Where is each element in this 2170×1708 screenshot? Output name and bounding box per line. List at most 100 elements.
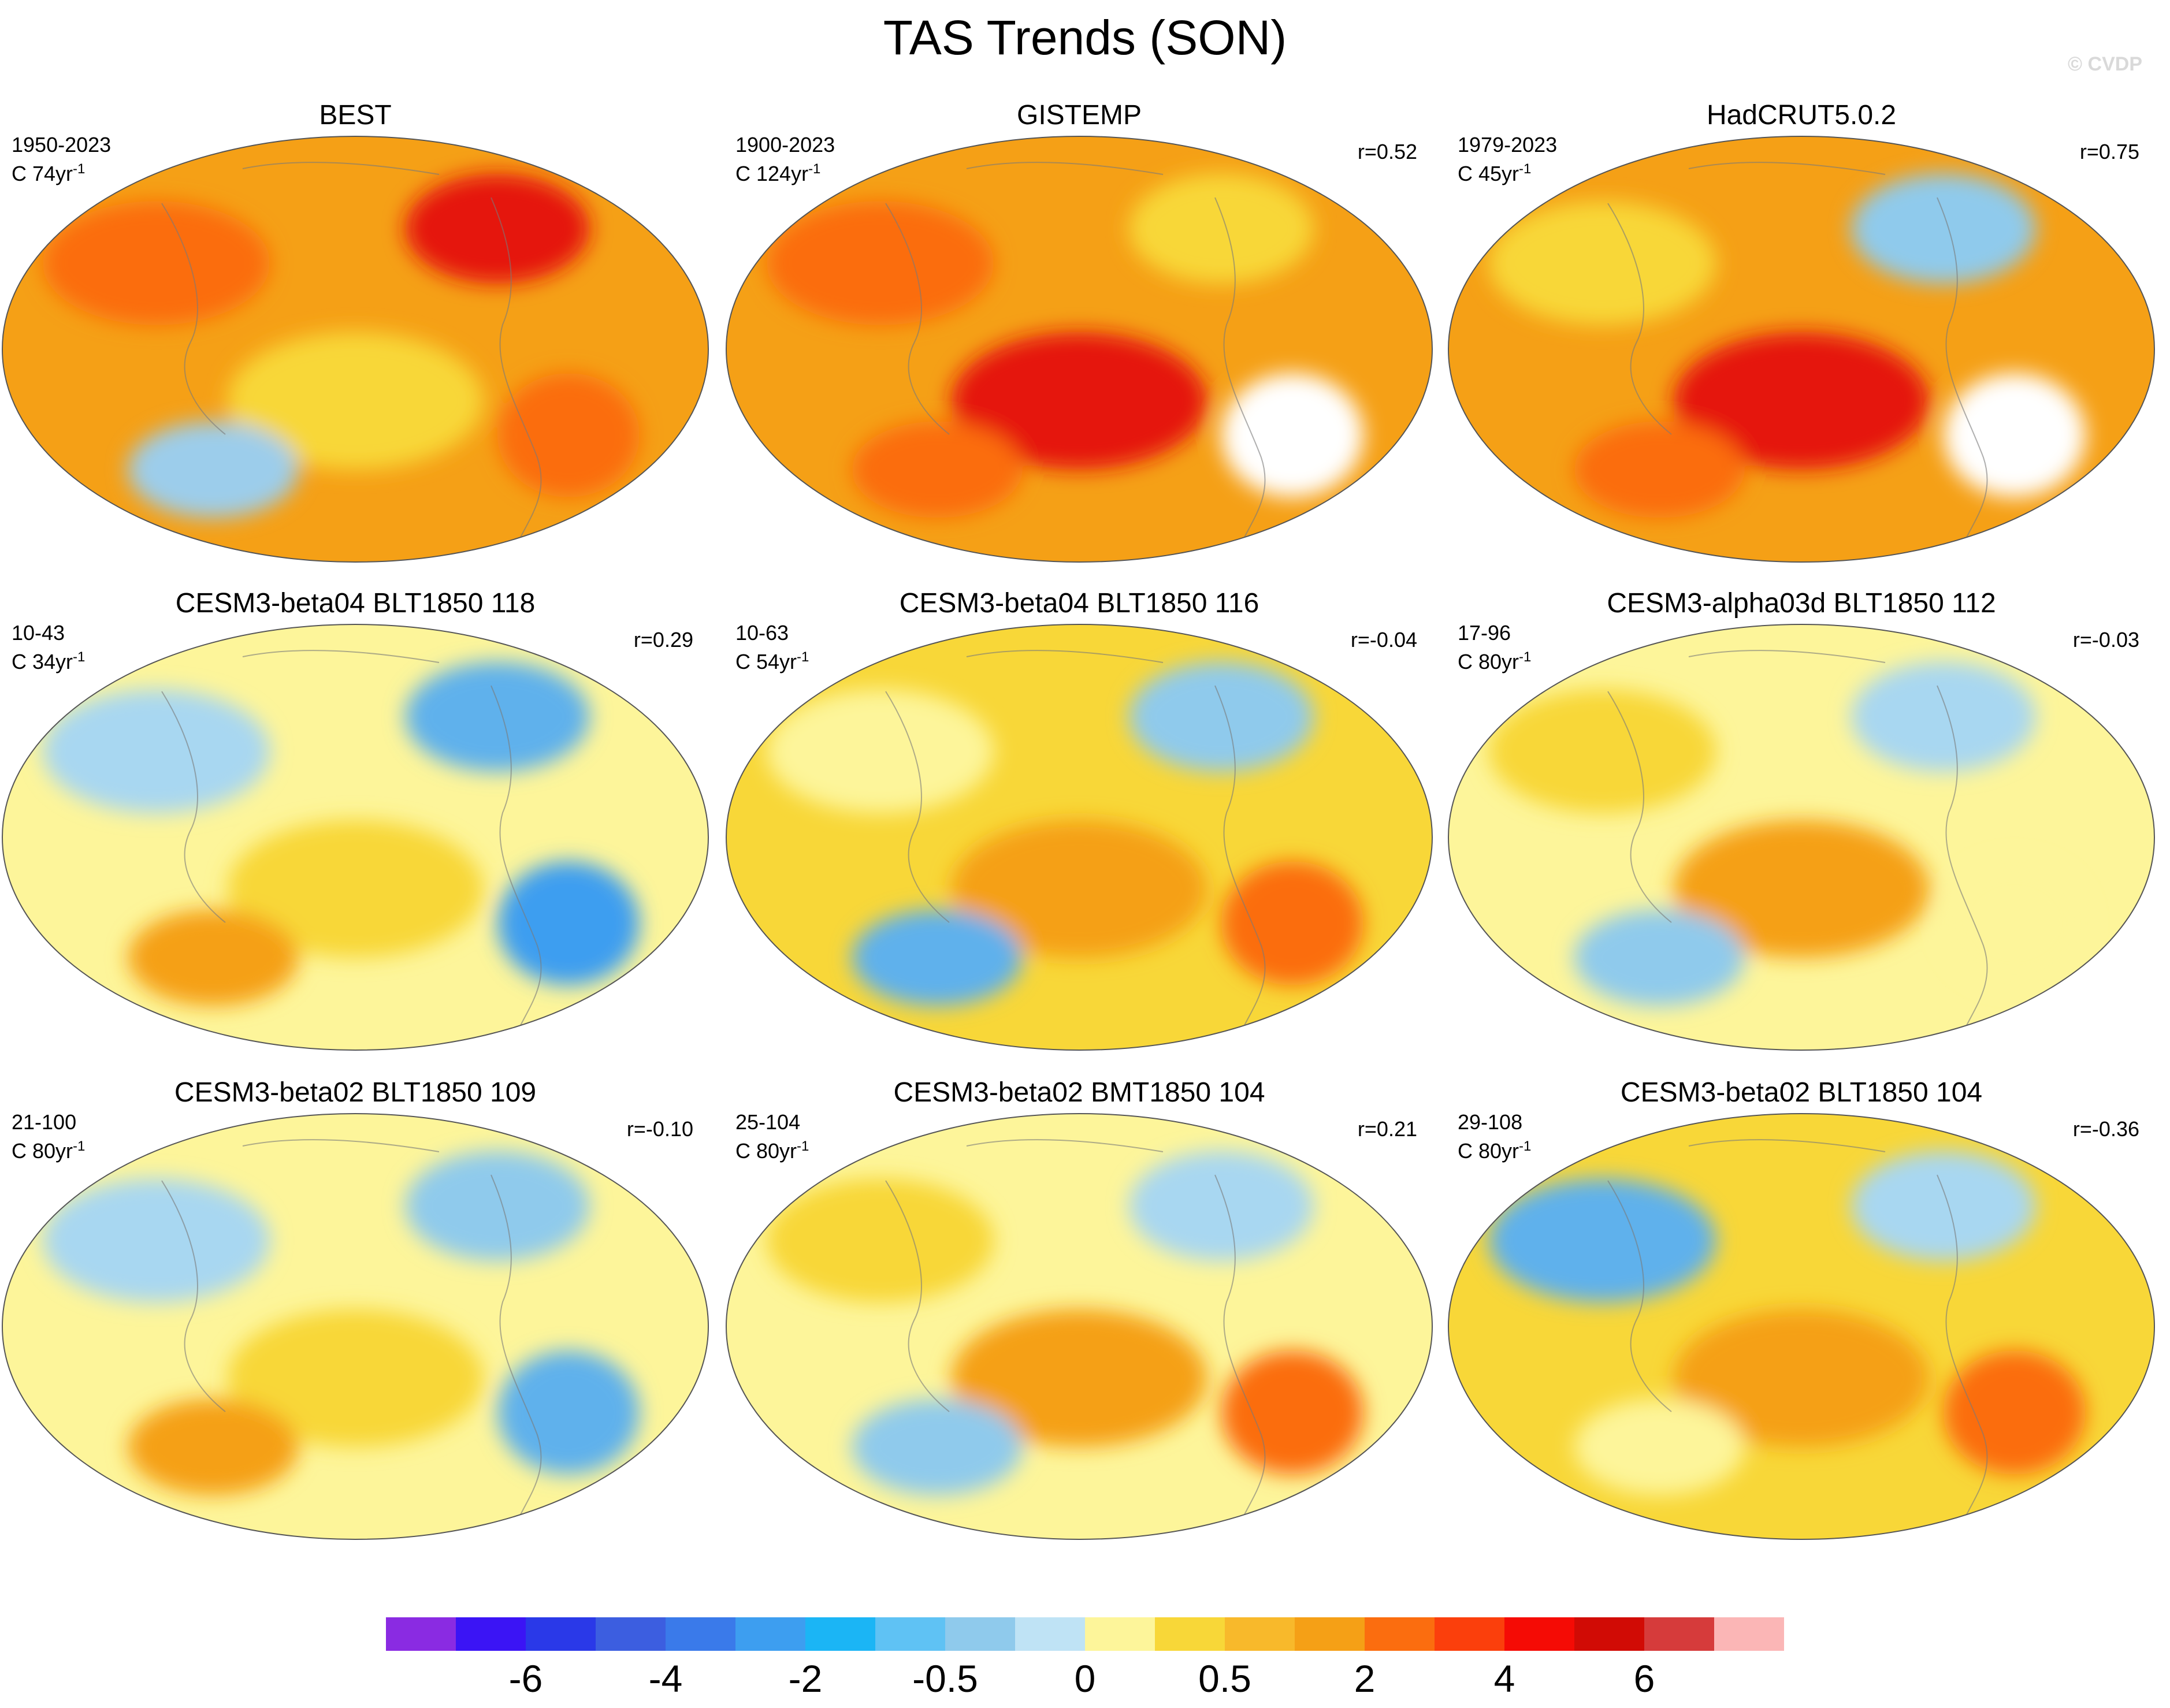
panel-correlation: r=-0.03 — [2072, 628, 2139, 652]
panel-title: CESM3-beta02 BMT1850 104 — [893, 1077, 1265, 1108]
map-outline — [726, 624, 1433, 1051]
map-outline — [2, 1113, 709, 1540]
map-region — [1673, 1309, 1930, 1447]
map-outline — [1448, 1113, 2155, 1540]
coastline — [161, 162, 542, 539]
colorbar-swatch — [386, 1617, 456, 1651]
panel-title: CESM3-beta02 BLT1850 109 — [174, 1077, 537, 1108]
map-region — [1673, 332, 1930, 470]
panel-trend-units: C 45yr-1 — [1458, 161, 1532, 185]
map-region — [497, 861, 640, 985]
panel-period: 1950-2023 — [12, 133, 112, 157]
map-region — [227, 332, 484, 470]
coastline — [885, 650, 1266, 1027]
panel-period: 1979-2023 — [1458, 133, 1558, 157]
global-map — [1448, 624, 2155, 1051]
panel-period: 10-63 — [735, 621, 789, 645]
panel-correlation: r=-0.36 — [2072, 1117, 2139, 1141]
panel-trend-units: C 80yr-1 — [12, 1138, 86, 1163]
coastline — [1607, 162, 1988, 539]
global-map — [726, 136, 1433, 563]
global-map — [2, 136, 709, 563]
map-region — [227, 1309, 484, 1447]
colorbar-label: -4 — [648, 1657, 683, 1700]
colorbar-label: 0.5 — [1198, 1657, 1251, 1700]
colorbar-swatch — [1295, 1617, 1365, 1651]
map-region — [42, 1178, 270, 1303]
map-region — [1221, 1350, 1363, 1475]
coastline — [1607, 1139, 1988, 1516]
global-map — [2, 1113, 709, 1540]
colorbar-swatch — [1644, 1617, 1714, 1651]
map-region — [1221, 373, 1363, 497]
map-outline — [726, 1113, 1433, 1540]
colorbar-swatch — [1015, 1617, 1085, 1651]
map-region — [1944, 861, 2086, 985]
map-region — [852, 909, 1023, 1006]
map-region — [951, 820, 1207, 958]
colorbar — [386, 1617, 1784, 1651]
colorbar-swatch — [1225, 1617, 1295, 1651]
map-region — [951, 1309, 1207, 1447]
map-region — [1574, 1398, 1745, 1495]
panel-period: 29-108 — [1458, 1110, 1523, 1134]
map-region — [405, 1151, 590, 1262]
panel-correlation: r=0.52 — [1357, 140, 1417, 163]
map-panel: CESM3-beta04 BLT1850 118 10-43 C 34yr-1 r=0… — [0, 586, 711, 1051]
colorbar-label: -0.5 — [912, 1657, 978, 1700]
map-outline — [726, 136, 1433, 563]
coastline — [161, 1139, 542, 1516]
panel-period: 25-104 — [735, 1110, 801, 1134]
colorbar-swatch — [875, 1617, 945, 1651]
colorbar-label: 2 — [1354, 1657, 1376, 1700]
map-region — [128, 909, 299, 1006]
colorbar-swatch — [735, 1617, 805, 1651]
map-panel: BEST 1950-2023 C 74yr-1 — [0, 98, 711, 563]
colorbar-swatch — [1365, 1617, 1435, 1651]
panel-correlation: r=-0.10 — [626, 1117, 693, 1141]
map-panel: CESM3-alpha03d BLT1850 112 17-96 C 80yr-1 r… — [1446, 586, 2157, 1051]
panel-title: CESM3-beta02 BLT1850 104 — [1620, 1077, 1983, 1108]
panel-period: 21-100 — [12, 1110, 77, 1134]
map-region — [497, 373, 640, 497]
panel-trend-units: C 80yr-1 — [1458, 649, 1532, 673]
colorbar-swatch — [945, 1617, 1015, 1651]
colorbar-label: -2 — [788, 1657, 823, 1700]
panel-title: CESM3-alpha03d BLT1850 112 — [1607, 588, 1996, 619]
global-map — [2, 624, 709, 1051]
global-map — [1448, 1113, 2155, 1540]
panel-title: CESM3-beta04 BLT1850 116 — [899, 588, 1259, 619]
panel-trend-units: C 74yr-1 — [12, 161, 86, 185]
map-panel: GISTEMP 1900-2023 C 124yr-1 r=0.52 — [724, 98, 1435, 563]
map-region — [1129, 661, 1314, 772]
map-panel: CESM3-beta02 BMT1850 104 25-104 C 80yr-1 r=… — [724, 1076, 1435, 1540]
map-panel: HadCRUT5.0.2 1979-2023 C 45yr-1 r=0.75 — [1446, 98, 2157, 563]
map-region — [497, 1350, 640, 1475]
map-region — [128, 421, 299, 518]
map-region — [1944, 1350, 2086, 1475]
colorbar-swatch — [666, 1617, 735, 1651]
map-region — [405, 173, 590, 284]
colorbar-swatch — [456, 1617, 526, 1651]
coastline — [885, 1139, 1266, 1516]
colorbar-swatch — [1435, 1617, 1504, 1651]
panel-title: HadCRUT5.0.2 — [1706, 100, 1897, 131]
map-region — [42, 201, 270, 325]
panel-period: 17-96 — [1458, 621, 1511, 645]
panel-period: 10-43 — [12, 621, 65, 645]
map-region — [1574, 909, 1745, 1006]
colorbar-swatch — [1574, 1617, 1644, 1651]
colorbar-swatch — [1714, 1617, 1784, 1651]
watermark: © CVDP — [2068, 53, 2142, 75]
map-region — [951, 332, 1207, 470]
map-region — [766, 201, 994, 325]
map-region — [1221, 861, 1363, 985]
panel-correlation: r=-0.04 — [1350, 628, 1417, 652]
map-panel: CESM3-beta02 BLT1850 109 21-100 C 80yr-1 r=… — [0, 1076, 711, 1540]
map-outline — [2, 136, 709, 563]
map-region — [1851, 1151, 2036, 1262]
panel-correlation: r=0.21 — [1357, 1117, 1417, 1141]
figure-title: TAS Trends (SON) — [883, 10, 1287, 65]
map-region — [1129, 173, 1314, 284]
panel-trend-units: C 54yr-1 — [735, 649, 809, 673]
